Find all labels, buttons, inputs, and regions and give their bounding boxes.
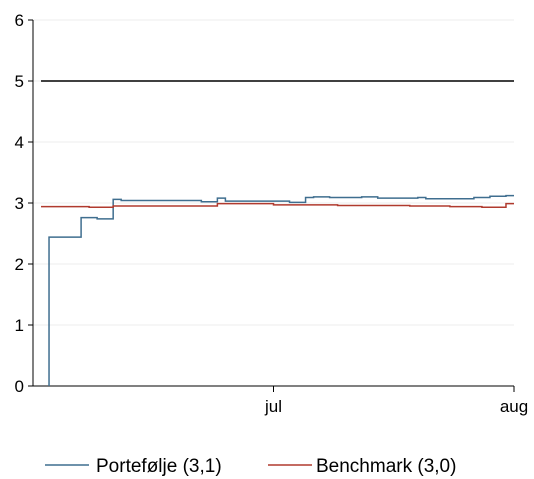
x-tick-label: aug — [500, 397, 528, 416]
y-tick-label: 3 — [15, 194, 24, 213]
y-axis-ticks: 0 1 2 3 4 5 6 — [15, 11, 33, 396]
legend-label: Benchmark (3,0) — [316, 456, 456, 477]
y-tick-label: 1 — [15, 316, 24, 335]
legend: Portefølje (3,1) Benchmark (3,0) — [45, 456, 456, 477]
y-tick-label: 5 — [15, 72, 24, 91]
x-axis-ticks: jul aug — [264, 386, 528, 416]
series-line-benchmark — [41, 202, 514, 209]
series-line-portefolje — [48, 194, 514, 386]
series-lines — [41, 80, 514, 386]
x-tick-label: jul — [264, 397, 282, 416]
y-tick-label: 2 — [15, 255, 24, 274]
y-tick-label: 6 — [15, 11, 24, 30]
y-tick-label: 4 — [15, 133, 24, 152]
y-tick-label: 0 — [15, 377, 24, 396]
legend-label: Portefølje (3,1) — [96, 456, 222, 477]
gridlines — [33, 19, 514, 326]
